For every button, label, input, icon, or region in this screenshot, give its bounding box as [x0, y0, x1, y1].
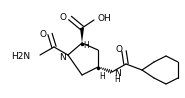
Text: H: H: [83, 41, 89, 50]
Text: O: O: [39, 29, 46, 39]
Text: OH: OH: [97, 14, 111, 23]
Text: N: N: [114, 69, 121, 78]
Text: O: O: [115, 44, 122, 54]
Polygon shape: [80, 28, 84, 43]
Text: N: N: [59, 53, 66, 62]
Text: O: O: [60, 13, 67, 21]
Text: H2N: H2N: [11, 52, 30, 60]
Text: H: H: [99, 72, 105, 81]
Text: H: H: [114, 75, 120, 84]
